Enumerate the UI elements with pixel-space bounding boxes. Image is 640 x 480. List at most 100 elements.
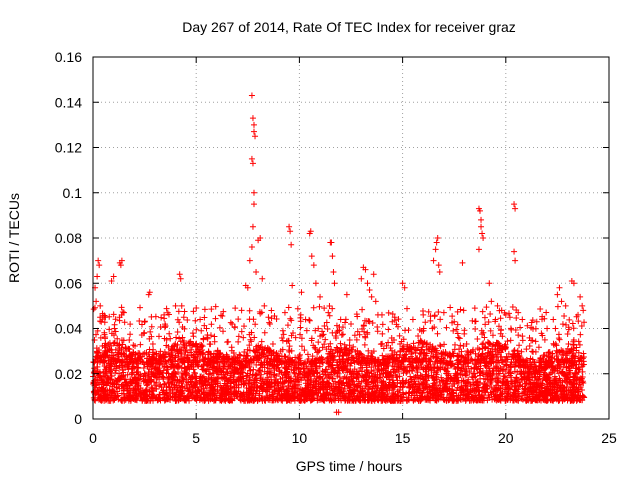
data-point: [274, 357, 281, 364]
data-point: [324, 325, 331, 332]
data-point: [130, 394, 137, 401]
data-point: [372, 393, 379, 400]
data-point: [347, 393, 354, 400]
data-point: [377, 373, 384, 380]
data-point: [536, 386, 543, 393]
data-point: [537, 305, 544, 312]
data-point: [137, 372, 144, 379]
data-point: [507, 370, 514, 377]
data-point: [250, 366, 257, 373]
data-point: [472, 350, 479, 357]
data-point: [430, 373, 437, 380]
data-point: [572, 374, 579, 381]
data-point: [483, 364, 490, 371]
data-point: [315, 374, 322, 381]
data-point: [137, 341, 144, 348]
data-point: [259, 376, 266, 383]
data-point: [246, 342, 253, 349]
data-point: [176, 335, 183, 342]
data-point: [274, 380, 281, 387]
data-point: [317, 333, 324, 340]
data-point: [190, 341, 197, 348]
data-point: [346, 383, 353, 390]
data-point: [178, 390, 185, 397]
data-point: [575, 338, 582, 345]
data-point: [295, 370, 302, 377]
data-point: [409, 390, 416, 397]
data-point: [579, 374, 586, 381]
data-point: [407, 373, 414, 380]
data-point: [463, 340, 470, 347]
data-point: [153, 350, 160, 357]
data-point: [237, 374, 244, 381]
data-point: [169, 387, 176, 394]
data-point: [130, 358, 137, 365]
data-point: [136, 318, 143, 325]
data-point: [396, 373, 403, 380]
data-point: [444, 352, 451, 359]
data-point: [148, 384, 155, 391]
data-point: [474, 335, 481, 342]
data-point: [488, 384, 495, 391]
data-point: [323, 319, 330, 326]
data-point: [254, 388, 261, 395]
data-point: [365, 318, 372, 325]
data-point: [285, 304, 292, 311]
data-point: [173, 397, 180, 404]
data-point: [390, 394, 397, 401]
data-point: [310, 370, 317, 377]
data-point: [502, 374, 509, 381]
data-point: [424, 393, 431, 400]
data-point: [402, 351, 409, 358]
data-point: [470, 396, 477, 403]
data-point: [273, 373, 280, 380]
data-point: [409, 385, 416, 392]
data-point: [119, 341, 126, 348]
data-point: [292, 389, 299, 396]
data-point: [234, 354, 241, 361]
data-point: [273, 352, 280, 359]
data-point: [512, 326, 519, 333]
data-point: [528, 370, 535, 377]
data-point: [371, 378, 378, 385]
data-point: [299, 374, 306, 381]
data-point: [262, 397, 269, 404]
data-point: [178, 384, 185, 391]
data-point: [106, 387, 113, 394]
data-point: [203, 385, 210, 392]
data-point: [549, 366, 556, 373]
data-point: [349, 346, 356, 353]
data-point: [152, 385, 158, 392]
data-point: [319, 344, 326, 351]
data-point: [258, 338, 265, 345]
data-point: [422, 319, 429, 326]
data-point: [246, 316, 253, 323]
data-point: [237, 369, 244, 376]
data-point: [419, 390, 426, 397]
data-point: [500, 366, 507, 373]
data-point: [309, 353, 316, 360]
data-point: [172, 354, 179, 361]
data-point: [511, 383, 518, 390]
data-point: [294, 305, 301, 312]
data-point: [497, 315, 504, 322]
data-point: [410, 340, 417, 347]
data-point: [413, 365, 420, 372]
data-point: [539, 367, 546, 374]
data-point: [292, 334, 299, 341]
data-point: [133, 397, 140, 404]
data-point: [564, 397, 571, 404]
data-point: [317, 373, 324, 380]
data-point: [530, 383, 537, 390]
data-point: [153, 394, 160, 401]
data-point: [517, 381, 524, 388]
data-point: [280, 331, 287, 338]
data-point: [522, 386, 529, 393]
data-point: [98, 394, 105, 401]
data-point: [405, 358, 412, 365]
data-point: [486, 358, 493, 365]
data-point: [102, 340, 109, 347]
data-point: [97, 314, 104, 321]
data-point: [251, 348, 258, 355]
data-point: [261, 329, 268, 336]
